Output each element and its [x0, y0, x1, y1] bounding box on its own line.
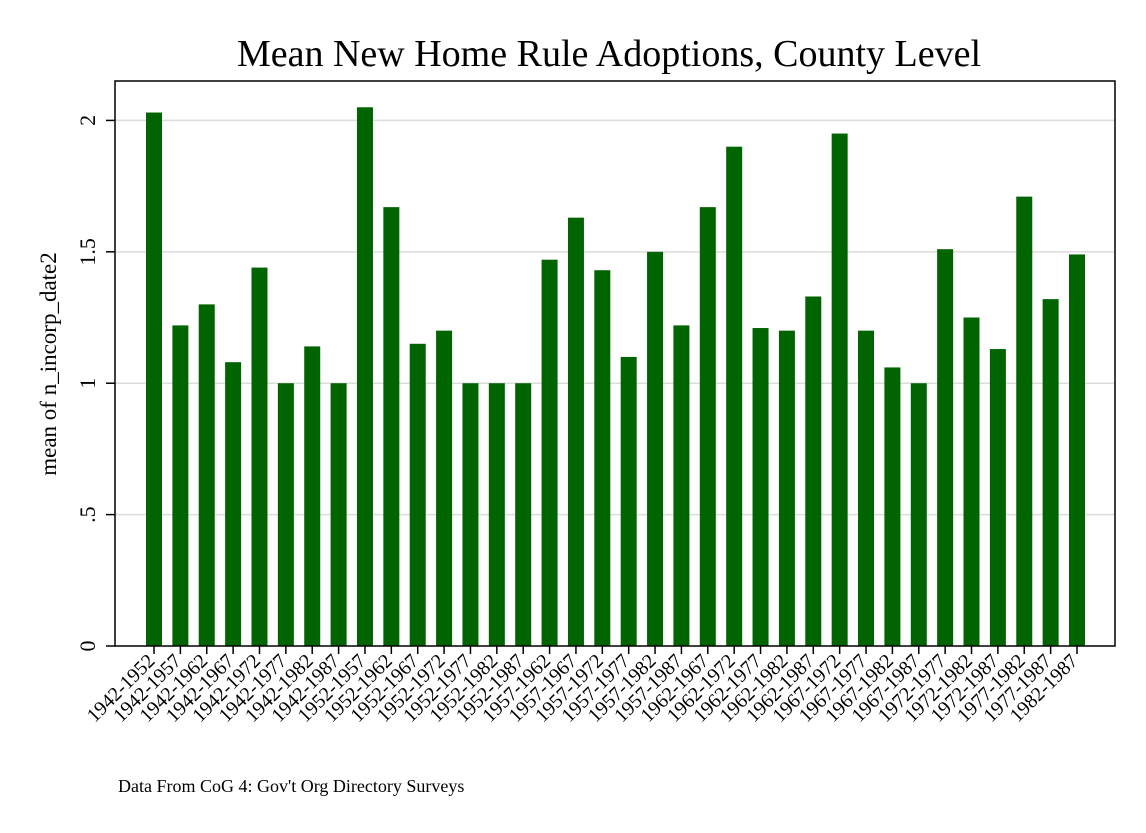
bar: [858, 330, 875, 646]
bar: [277, 383, 294, 646]
bar: [409, 343, 426, 646]
bar: [989, 349, 1006, 646]
plot-frame: [114, 80, 1116, 647]
bar: [963, 317, 980, 646]
bar: [462, 383, 479, 646]
y-tick-label: 1.5: [75, 238, 100, 266]
bar: [515, 383, 532, 646]
bars: [146, 107, 1085, 647]
bar: [910, 383, 927, 646]
bar: [198, 304, 215, 646]
bar: [1042, 299, 1059, 646]
bar: [146, 112, 162, 646]
y-tick-label: .5: [75, 506, 100, 523]
bar: [647, 251, 664, 646]
bar: [304, 346, 321, 646]
bar: [620, 356, 637, 646]
bar: [436, 330, 453, 646]
bar: [356, 107, 373, 647]
bar: [567, 217, 584, 646]
bar: [172, 325, 189, 646]
y-tick-label: 2: [75, 115, 100, 126]
bar: [778, 330, 795, 646]
x-axis: 1942-19521942-19571942-19621942-19671942…: [83, 646, 1083, 727]
bar: [541, 259, 558, 646]
source-note: Data From CoG 4: Gov't Org Directory Sur…: [118, 776, 464, 796]
bar: [383, 207, 400, 647]
bar: [594, 270, 611, 646]
bar: [330, 383, 347, 646]
bar: [1016, 196, 1033, 646]
bar: [699, 207, 716, 647]
bar: [884, 367, 901, 646]
bar: [673, 325, 690, 646]
bar: [937, 249, 954, 647]
bar: [251, 267, 268, 646]
chart-title: Mean New Home Rule Adoptions, County Lev…: [237, 33, 981, 75]
y-axis-label: mean of n_incorp_date2: [36, 252, 61, 476]
bar: [752, 328, 769, 646]
bar: [831, 133, 848, 647]
y-tick-label: 0: [75, 641, 100, 652]
bar: [805, 296, 822, 646]
bar: [1069, 254, 1085, 646]
y-axis: 0 .5 1 1.5 2: [75, 115, 115, 652]
bar: [488, 383, 505, 646]
bar: [225, 362, 242, 646]
y-tick-label: 1: [75, 378, 100, 389]
bar: [726, 146, 743, 646]
